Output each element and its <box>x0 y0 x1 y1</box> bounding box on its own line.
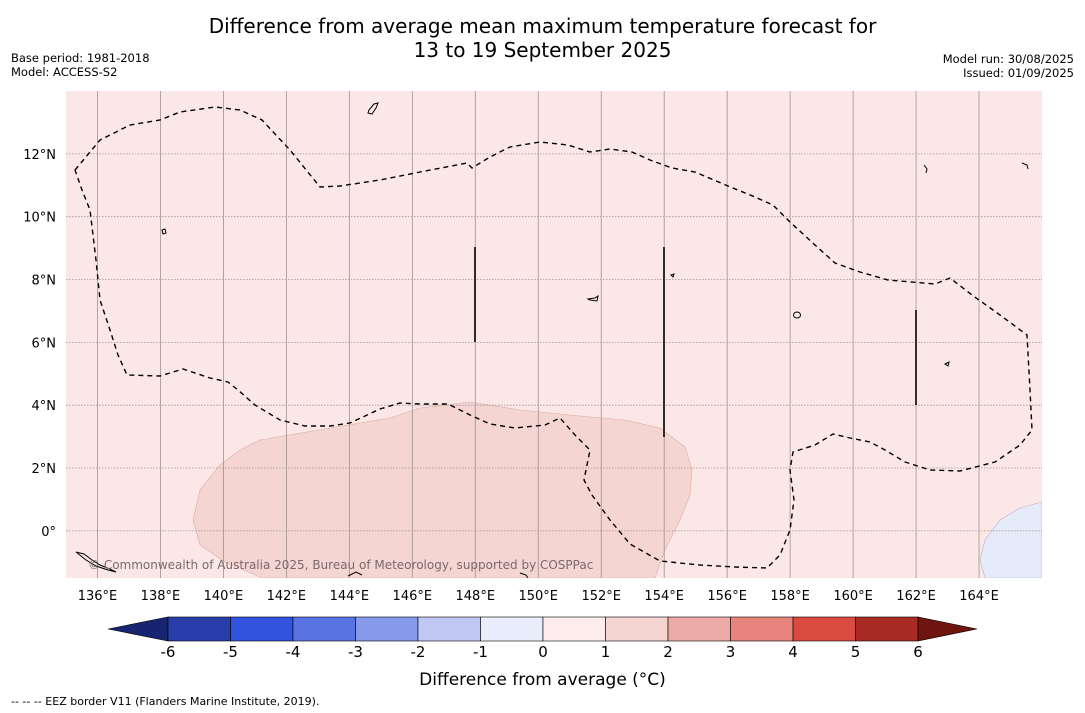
info-right: Model run: 30/08/2025 Issued: 01/09/2025 <box>943 52 1074 80</box>
map-title: Difference from average mean maximum tem… <box>0 14 1085 62</box>
colorbar-extend-low <box>107 616 169 642</box>
info-left: Base period: 1981-2018 Model: ACCESS-S2 <box>11 51 150 79</box>
longitude-label: 158°E <box>770 589 810 604</box>
colorbar-tick-label: 3 <box>725 643 736 661</box>
longitude-label: 144°E <box>330 589 370 604</box>
colorbar-tick-label: -2 <box>410 643 426 661</box>
colorbar-swatch <box>792 616 856 642</box>
latitude-label: 12°N <box>23 148 56 163</box>
longitude-label: 160°E <box>833 589 873 604</box>
island-outlines <box>75 102 1029 578</box>
longitude-label: 164°E <box>959 589 999 604</box>
colorbar-tick-label: 4 <box>788 643 798 661</box>
model-run: Model run: 30/08/2025 <box>942 52 1074 66</box>
colorbar-tick-label: 2 <box>663 643 673 661</box>
model-name: Model: ACCESS-S2 <box>11 65 118 79</box>
base-period: Base period: 1981-2018 <box>11 51 150 65</box>
longitude-labels: 136°E 138°E 140°E 142°E 144°E 146°E 148°E 150°E… <box>78 589 999 604</box>
colorbar-tick-label: -5 <box>223 643 238 661</box>
colorbar-swatch <box>542 616 606 642</box>
warm-anomaly-zone <box>192 401 693 578</box>
latitude-label: 2°N <box>32 462 57 477</box>
latitude-label: 8°N <box>32 274 57 289</box>
colorbar-swatch <box>417 616 481 642</box>
latitude-label: 10°N <box>23 211 56 226</box>
latitude-label: 6°N <box>32 336 57 351</box>
eez-footnote: -- -- -- EEZ border V11 (Flanders Marine… <box>11 695 320 708</box>
latitude-label: 4°N <box>32 399 57 414</box>
longitude-label: 148°E <box>456 589 496 604</box>
eez-border <box>74 106 1033 569</box>
colorbar-swatch <box>730 616 794 642</box>
longitude-label: 142°E <box>267 589 307 604</box>
colorbar-tick-label: 5 <box>850 643 861 661</box>
colorbar-tick-label: 0 <box>538 643 548 661</box>
longitude-label: 154°E <box>644 589 684 604</box>
longitude-label: 152°E <box>581 589 621 604</box>
latitude-labels: 12°N 10°N 8°N 6°N 4°N 2°N 0° <box>23 148 56 540</box>
longitude-label: 140°E <box>204 589 244 604</box>
grid-lines <box>66 91 1042 578</box>
colorbar <box>107 616 978 642</box>
colorbar-swatch <box>855 616 919 642</box>
copyright-notice: © Commonwealth of Australia 2025, Bureau… <box>88 558 594 572</box>
colorbar-extend-high <box>917 616 978 642</box>
colorbar-swatch <box>167 616 231 642</box>
cool-anomaly-zone <box>979 501 1042 578</box>
colorbar-swatch <box>292 616 356 642</box>
colorbar-tick-label: 6 <box>913 643 923 661</box>
longitude-label: 138°E <box>141 589 181 604</box>
longitude-label: 136°E <box>78 589 118 604</box>
title-line-1: Difference from average mean maximum tem… <box>208 14 877 38</box>
title-line-2: 13 to 19 September 2025 <box>413 38 672 62</box>
colorbar-swatch <box>667 616 731 642</box>
longitude-label: 146°E <box>393 589 433 604</box>
colorbar-swatch <box>480 616 544 642</box>
latitude-label: 0° <box>41 525 56 540</box>
colorbar-tick-label: 1 <box>600 643 611 661</box>
longitude-label: 156°E <box>707 589 747 604</box>
colorbar-swatch <box>230 616 294 642</box>
colorbar-tick-label: -3 <box>348 643 363 661</box>
colorbar-label: Difference from average (°C) <box>419 670 666 690</box>
colorbar-tick-label: -6 <box>160 643 176 661</box>
zone-boundary-lines <box>474 247 917 437</box>
colorbar-tick-label: -1 <box>473 643 488 661</box>
longitude-label: 150°E <box>518 589 558 604</box>
colorbar-swatch <box>605 616 669 642</box>
colorbar-swatch <box>355 616 419 642</box>
longitude-label: 162°E <box>896 589 936 604</box>
colorbar-tick-label: -4 <box>285 643 301 661</box>
issued-date: Issued: 01/09/2025 <box>963 66 1074 80</box>
